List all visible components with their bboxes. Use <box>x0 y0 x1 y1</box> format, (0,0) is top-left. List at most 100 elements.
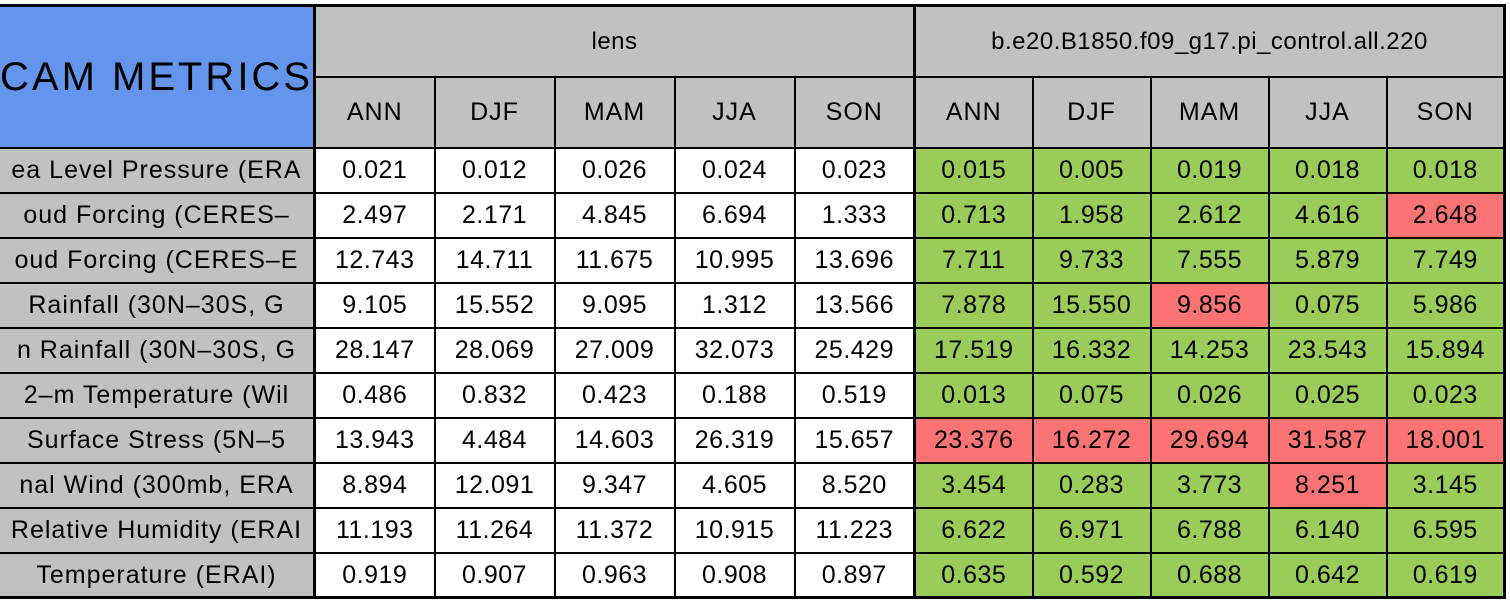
season-header-son: SON <box>793 75 916 149</box>
control-value-cell: 0.642 <box>1267 551 1388 599</box>
control-value-cell: 0.018 <box>1385 146 1506 194</box>
lens-value-cell: 1.333 <box>793 191 916 239</box>
control-value-cell: 6.971 <box>1031 506 1152 554</box>
lens-value-cell: 8.894 <box>313 461 436 509</box>
control-value-cell: 6.788 <box>1149 506 1270 554</box>
lens-value-cell: 13.943 <box>313 416 436 464</box>
lens-value-cell: 4.845 <box>553 191 676 239</box>
lens-value-cell: 13.696 <box>793 236 916 284</box>
table-header: CAM METRICS lens b.e20.B1850.f09_g17.pi_… <box>0 4 1506 149</box>
control-value-cell: 18.001 <box>1385 416 1506 464</box>
lens-value-cell: 14.711 <box>433 236 556 284</box>
lens-value-cell: 11.372 <box>553 506 676 554</box>
group-header-row: CAM METRICS lens b.e20.B1850.f09_g17.pi_… <box>0 4 1506 149</box>
control-value-cell: 0.619 <box>1385 551 1506 599</box>
group-header-lens: lens <box>313 4 916 78</box>
lens-value-cell: 11.223 <box>793 506 916 554</box>
control-value-cell: 0.005 <box>1031 146 1152 194</box>
table-row: oud Forcing (CERES– 2.497 2.171 4.845 6.694 1… <box>0 191 1506 239</box>
lens-value-cell: 0.963 <box>553 551 676 599</box>
lens-value-cell: 0.026 <box>553 146 676 194</box>
lens-value-cell: 13.566 <box>793 281 916 329</box>
lens-value-cell: 28.147 <box>313 326 436 374</box>
control-value-cell: 2.648 <box>1385 191 1506 239</box>
control-value-cell: 7.711 <box>913 236 1034 284</box>
control-value-cell: 0.019 <box>1149 146 1270 194</box>
control-value-cell: 23.543 <box>1267 326 1388 374</box>
table-row: 2–m Temperature (Wil 0.486 0.832 0.423 0.188… <box>0 371 1506 419</box>
row-label: n Rainfall (30N–30S, G <box>0 326 316 374</box>
season-header-row: ANN DJF MAM JJA SON ANN DJF MAM JJA SON <box>0 75 1506 149</box>
lens-value-cell: 15.657 <box>793 416 916 464</box>
table-row: Rainfall (30N–30S, G 9.105 15.552 9.095 1.31… <box>0 281 1506 329</box>
table-title: CAM METRICS <box>0 4 316 149</box>
control-value-cell: 0.075 <box>1267 281 1388 329</box>
cam-metrics-table: CAM METRICS lens b.e20.B1850.f09_g17.pi_… <box>0 4 1506 599</box>
table-row: oud Forcing (CERES–E 12.743 14.711 11.675 10… <box>0 236 1506 284</box>
lens-value-cell: 0.832 <box>433 371 556 419</box>
lens-value-cell: 9.095 <box>553 281 676 329</box>
control-value-cell: 6.140 <box>1267 506 1388 554</box>
lens-value-cell: 28.069 <box>433 326 556 374</box>
lens-value-cell: 0.907 <box>433 551 556 599</box>
table-body: ea Level Pressure (ERA 0.021 0.012 0.026 0.0… <box>0 146 1506 599</box>
control-value-cell: 15.550 <box>1031 281 1152 329</box>
control-value-cell: 0.635 <box>913 551 1034 599</box>
row-label: Temperature (ERAI) <box>0 551 316 599</box>
row-label: oud Forcing (CERES–E <box>0 236 316 284</box>
control-value-cell: 16.272 <box>1031 416 1152 464</box>
row-label: Surface Stress (5N–5 <box>0 416 316 464</box>
control-value-cell: 9.733 <box>1031 236 1152 284</box>
lens-value-cell: 9.105 <box>313 281 436 329</box>
control-value-cell: 8.251 <box>1267 461 1388 509</box>
control-value-cell: 3.773 <box>1149 461 1270 509</box>
lens-value-cell: 15.552 <box>433 281 556 329</box>
lens-value-cell: 32.073 <box>673 326 796 374</box>
table-row: Temperature (ERAI) 0.919 0.907 0.963 0.908 0.… <box>0 551 1506 599</box>
control-value-cell: 23.376 <box>913 416 1034 464</box>
season-header-ann: ANN <box>313 75 436 149</box>
lens-value-cell: 6.694 <box>673 191 796 239</box>
control-value-cell: 0.018 <box>1267 146 1388 194</box>
control-value-cell: 29.694 <box>1149 416 1270 464</box>
control-value-cell: 6.622 <box>913 506 1034 554</box>
lens-value-cell: 11.675 <box>553 236 676 284</box>
lens-value-cell: 0.897 <box>793 551 916 599</box>
season-header-mam: MAM <box>1149 75 1270 149</box>
lens-value-cell: 4.605 <box>673 461 796 509</box>
lens-value-cell: 1.312 <box>673 281 796 329</box>
lens-value-cell: 10.995 <box>673 236 796 284</box>
table-row: n Rainfall (30N–30S, G 28.147 28.069 27.009… <box>0 326 1506 374</box>
lens-value-cell: 0.519 <box>793 371 916 419</box>
lens-value-cell: 10.915 <box>673 506 796 554</box>
season-header-jja: JJA <box>673 75 796 149</box>
control-value-cell: 1.958 <box>1031 191 1152 239</box>
table-row: Surface Stress (5N–5 13.943 4.484 14.603 26.… <box>0 416 1506 464</box>
control-value-cell: 9.856 <box>1149 281 1270 329</box>
control-value-cell: 16.332 <box>1031 326 1152 374</box>
lens-value-cell: 12.091 <box>433 461 556 509</box>
season-header-ann: ANN <box>913 75 1034 149</box>
control-value-cell: 4.616 <box>1267 191 1388 239</box>
lens-value-cell: 8.520 <box>793 461 916 509</box>
lens-value-cell: 0.919 <box>313 551 436 599</box>
lens-value-cell: 0.012 <box>433 146 556 194</box>
lens-value-cell: 11.264 <box>433 506 556 554</box>
row-label: 2–m Temperature (Wil <box>0 371 316 419</box>
season-header-jja: JJA <box>1267 75 1388 149</box>
lens-value-cell: 0.021 <box>313 146 436 194</box>
row-label: Relative Humidity (ERAI <box>0 506 316 554</box>
control-value-cell: 0.688 <box>1149 551 1270 599</box>
control-value-cell: 6.595 <box>1385 506 1506 554</box>
control-value-cell: 0.015 <box>913 146 1034 194</box>
control-value-cell: 5.986 <box>1385 281 1506 329</box>
lens-value-cell: 0.023 <box>793 146 916 194</box>
row-label: oud Forcing (CERES– <box>0 191 316 239</box>
control-value-cell: 3.454 <box>913 461 1034 509</box>
lens-value-cell: 26.319 <box>673 416 796 464</box>
row-label: ea Level Pressure (ERA <box>0 146 316 194</box>
group-header-control-run: b.e20.B1850.f09_g17.pi_control.all.220 <box>913 4 1506 78</box>
lens-value-cell: 27.009 <box>553 326 676 374</box>
lens-value-cell: 2.171 <box>433 191 556 239</box>
